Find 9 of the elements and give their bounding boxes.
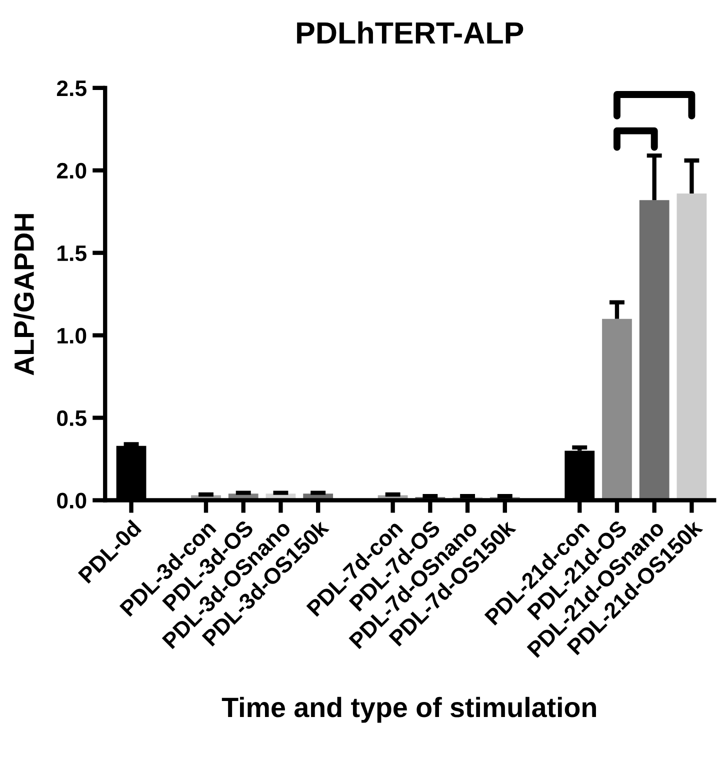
- y-tick-label: 2.0: [56, 162, 86, 179]
- y-tick-label: 2.5: [56, 80, 86, 96]
- y-tick-label: 1.0: [58, 328, 86, 344]
- y-axis-title: ALP/GAPDH: [14, 214, 34, 376]
- x-axis-title: Time and type of stimulation: [222, 696, 596, 723]
- y-tick-label: 0.0: [57, 492, 86, 509]
- y-tick-label: 1.5: [58, 246, 86, 262]
- y-tick-label: 0.5: [57, 410, 86, 426]
- chart-title: PDLhTERT-ALP: [297, 21, 524, 44]
